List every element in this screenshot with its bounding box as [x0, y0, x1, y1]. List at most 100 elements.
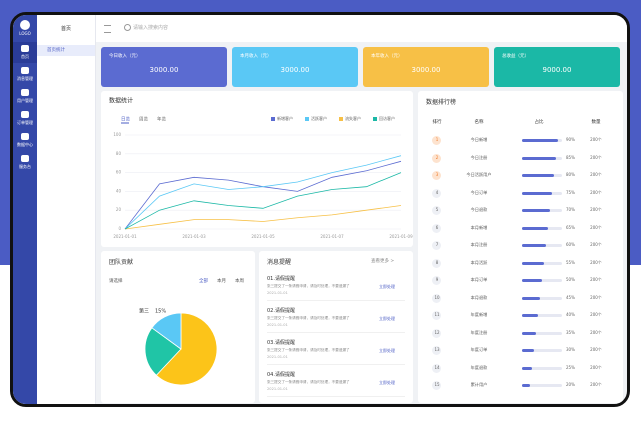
share-track [522, 331, 562, 335]
search-icon [124, 24, 131, 31]
message-title: 04.请假提醒 [267, 372, 295, 378]
rank-name: 年度退款 [470, 364, 488, 370]
chart-tab[interactable]: 本周 [235, 279, 244, 284]
menu-toggle[interactable] [104, 25, 111, 33]
divider [267, 364, 405, 365]
menu-item[interactable]: 数据中心 [17, 142, 33, 147]
y-tick-label: 40 [116, 188, 122, 193]
more-link[interactable]: 查看更多 > [371, 259, 395, 264]
count: 200个 [590, 364, 602, 370]
message-action[interactable]: 立即处理 [379, 316, 395, 321]
share-label: 40% [566, 312, 575, 317]
y-tick-label: 60 [116, 170, 122, 175]
message-action[interactable]: 立即处理 [379, 284, 395, 289]
submenu-title: 首页 [60, 26, 71, 32]
share-label: 45% [566, 294, 575, 300]
share-label: 75% [566, 189, 575, 195]
count: 200个 [590, 347, 602, 352]
message-title: 02.请假提醒 [267, 308, 295, 314]
rank: 9 [435, 277, 439, 282]
stat-value: 9000.00 [542, 66, 572, 74]
search-input[interactable]: 请输入搜索内容 [133, 25, 169, 31]
rank: 15 [434, 382, 440, 387]
y-tick-label: 0 [118, 226, 121, 231]
share-bar [522, 174, 554, 177]
menu-icon [21, 89, 29, 96]
pie-chart: 第三 15% [139, 308, 218, 386]
message-date: 2021-01-01 [267, 323, 288, 327]
message-desc: 张三提交了一条请假申请，请及时处理，不要遗漏了 [267, 284, 350, 288]
legend-label: 回访客户 [379, 115, 395, 121]
panel: 消息提醒 查看更多 > 01.请假提醒 张三提交了一条请假申请，请及时处理，不要遗漏了… [259, 251, 413, 403]
y-tick-label: 100 [113, 132, 121, 137]
rank-badge [432, 258, 441, 268]
share-label: 60% [566, 242, 575, 247]
select[interactable]: 请选择 [109, 279, 123, 284]
chart-tab[interactable]: 日览 [121, 116, 130, 123]
ranking-header: 排行 [432, 120, 442, 125]
rank-badge [432, 276, 441, 285]
count: 200个 [590, 137, 602, 142]
message-action[interactable]: 立即处理 [379, 348, 395, 353]
share-bar [522, 209, 550, 212]
divider [267, 332, 405, 333]
legend-label: 新增客户 [277, 115, 293, 121]
share-label: 85% [566, 154, 575, 160]
chart-tab[interactable]: 全部 [199, 279, 208, 284]
stat-label: 本月收入（元） [240, 54, 272, 59]
count: 200个 [590, 259, 602, 265]
share-label: 35% [566, 329, 575, 335]
rank-name: 今日订单 [470, 189, 488, 195]
rank: 11 [434, 312, 440, 317]
rank-name: 累计用户 [470, 382, 488, 387]
share-bar [522, 314, 538, 317]
rank-name: 本月新增 [470, 224, 488, 230]
series-line [124, 205, 402, 230]
share-label: 90% [566, 137, 575, 142]
rank-badge [432, 328, 441, 338]
rank: 7 [435, 242, 439, 247]
rank-name: 今日新增 [470, 137, 488, 142]
rank-name: 本月订单 [470, 277, 488, 282]
menu-item[interactable]: 用户管理 [17, 98, 33, 103]
chart-tab[interactable]: 周览 [139, 116, 148, 123]
legend-swatch [339, 117, 343, 121]
share-bar [522, 191, 552, 195]
share-bar [522, 384, 530, 387]
menu-item[interactable]: 服务台 [19, 164, 31, 169]
share-bar [522, 226, 548, 230]
menu-icon [21, 45, 29, 52]
share-bar [522, 349, 534, 352]
rank-badge [432, 363, 441, 373]
submenu-item[interactable]: 首页统计 [37, 45, 95, 56]
panel: 数据排行榜 排行 名称 占比 数量 1 今日新增 90% 200个 2 今日注册 85% 200个 3 今日… [418, 91, 623, 403]
series-line [124, 160, 402, 230]
chart-title: 数据统计 [109, 97, 133, 105]
count: 200个 [590, 294, 602, 300]
chart-tab[interactable]: 本月 [217, 279, 226, 284]
message-title: 03.请假提醒 [267, 340, 295, 346]
pie-slice [151, 312, 182, 350]
message-desc: 张三提交了一条请假申请，请及时处理，不要遗漏了 [267, 380, 350, 384]
menu-icon [21, 133, 29, 140]
menu-item[interactable]: 订单管理 [17, 120, 33, 125]
message-action[interactable]: 立即处理 [379, 380, 395, 385]
rank-name: 年度新增 [470, 312, 488, 317]
rank-name: 今日退款 [470, 207, 488, 212]
menu-item[interactable]: 首页 [21, 54, 29, 59]
count: 200个 [590, 189, 602, 195]
ranking-header: 名称 [474, 120, 484, 125]
message-title: 01.请假提醒 [267, 276, 295, 282]
rank: 10 [434, 294, 440, 300]
chart-tab[interactable]: 年览 [157, 116, 166, 123]
stat-card: 本月收入（元） 3000.00 [232, 47, 358, 87]
rank: 5 [435, 207, 439, 212]
rank-name: 本月退款 [470, 294, 488, 300]
count: 200个 [590, 382, 602, 387]
menu-item[interactable]: 消息管理 [17, 76, 33, 81]
rank-badge [432, 223, 441, 233]
x-tick-label: 2021-01-01 [113, 234, 137, 239]
rank-badge [432, 346, 441, 355]
legend-swatch [305, 117, 309, 121]
